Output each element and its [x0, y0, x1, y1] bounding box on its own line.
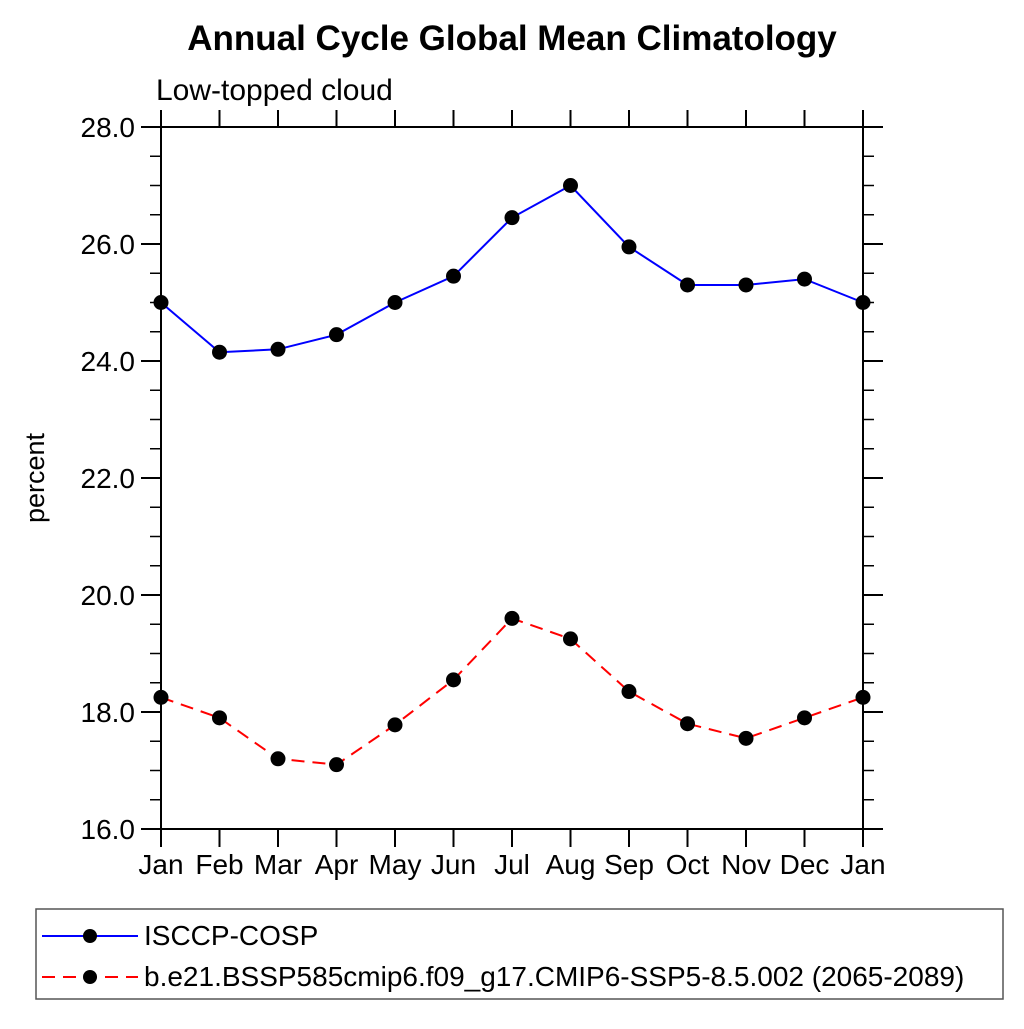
legend-label: b.e21.BSSP585cmip6.f09_g17.CMIP6-SSP5-8.…: [144, 961, 964, 992]
legend-swatch-marker: [83, 970, 97, 984]
legend-label: ISCCP-COSP: [144, 920, 318, 951]
data-point-marker: [563, 631, 578, 647]
data-point-marker: [680, 277, 695, 293]
plot-border: [160, 126, 864, 830]
y-tick-label: 28.0: [81, 112, 136, 143]
chart-title: Annual Cycle Global Mean Climatology: [187, 19, 837, 58]
legend-box: [35, 908, 1004, 1000]
data-point-marker: [504, 610, 520, 626]
x-tick-label: Apr: [315, 849, 359, 880]
data-point-marker: [329, 327, 344, 343]
x-tick-label: Jan: [840, 849, 885, 880]
legend-swatch-marker: [83, 929, 97, 943]
legend-entry: b.e21.BSSP585cmip6.f09_g17.CMIP6-SSP5-8.…: [42, 961, 964, 992]
data-point-marker: [797, 710, 812, 726]
x-tick-label: Feb: [195, 849, 243, 880]
x-tick-label: Dec: [780, 849, 830, 880]
x-tick-label: Jun: [431, 849, 476, 880]
data-point-marker: [153, 295, 169, 310]
x-tick-label: Sep: [604, 849, 654, 880]
data-point-marker: [621, 684, 637, 700]
data-point-marker: [212, 710, 227, 726]
y-tick-label: 26.0: [81, 229, 136, 260]
legend: ISCCP-COSP b.e21.BSSP585cmip6.f09_g17.CMI…: [35, 908, 1004, 1000]
data-point-marker: [797, 271, 812, 287]
data-series: [153, 178, 871, 773]
x-tick-label: Oct: [666, 849, 710, 880]
data-point-marker: [446, 268, 461, 284]
y-tick-label: 16.0: [81, 814, 136, 845]
data-point-marker: [680, 716, 695, 732]
x-tick-label: Nov: [721, 849, 771, 880]
data-point-marker: [446, 672, 461, 688]
data-point-marker: [329, 757, 344, 773]
y-axis-label: percent: [20, 432, 50, 523]
x-tick-label: Aug: [546, 849, 596, 880]
series-line-1: [160, 617, 864, 766]
data-point-marker: [153, 689, 169, 705]
y-tick-labels: 16.0 18.0 20.0 22.0 24.0 26.0 28.0: [81, 112, 136, 845]
y-tick-label: 18.0: [81, 697, 136, 728]
data-point-marker: [621, 239, 637, 255]
data-point-marker: [855, 295, 871, 310]
axis-ticks: [141, 110, 883, 847]
chart-subtitle: Low-topped cloud: [156, 74, 393, 107]
data-point-marker: [387, 295, 403, 310]
y-tick-label: 22.0: [81, 463, 136, 494]
x-tick-labels: Jan Feb Mar Apr May Jun Jul Aug Sep Oct Nov Dec Jan: [138, 849, 885, 880]
x-tick-label: Jul: [494, 849, 530, 880]
data-point-marker: [738, 730, 754, 746]
y-tick-label: 20.0: [81, 580, 136, 611]
data-point-marker: [270, 751, 286, 767]
data-point-marker: [563, 178, 578, 193]
data-point-marker: [270, 341, 286, 357]
data-point-marker: [387, 717, 403, 733]
legend-entry: ISCCP-COSP: [42, 920, 318, 951]
y-tick-label: 24.0: [81, 346, 136, 377]
x-tick-label: Jan: [138, 849, 183, 880]
data-point-marker: [738, 277, 754, 293]
data-point-marker: [855, 689, 871, 705]
data-point-marker: [212, 344, 227, 360]
data-point-marker: [504, 210, 520, 226]
x-tick-label: Mar: [254, 849, 302, 880]
x-tick-label: May: [369, 849, 422, 880]
